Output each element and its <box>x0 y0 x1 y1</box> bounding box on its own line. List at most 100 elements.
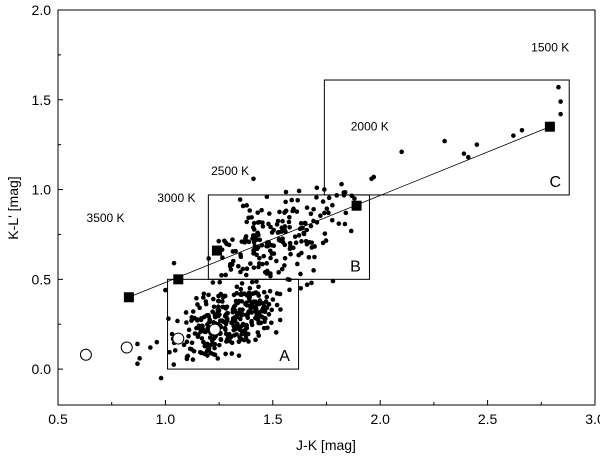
data-point <box>239 299 245 304</box>
data-point <box>311 268 316 273</box>
data-point <box>238 313 244 318</box>
data-point <box>264 194 270 200</box>
data-point <box>243 236 248 241</box>
data-point <box>137 356 142 361</box>
data-point <box>181 342 187 348</box>
data-point <box>299 239 304 244</box>
data-point <box>232 307 237 313</box>
region-label: C <box>549 174 561 191</box>
data-point <box>269 230 275 235</box>
data-point <box>219 272 224 278</box>
data-point <box>302 220 308 226</box>
data-point <box>268 255 273 261</box>
data-point <box>283 199 288 205</box>
data-point <box>289 197 295 203</box>
data-point <box>234 284 240 290</box>
points-layer <box>135 84 563 381</box>
data-point <box>339 181 344 187</box>
data-point <box>194 295 199 301</box>
data-point <box>300 225 305 231</box>
x-tick-label: 0.5 <box>48 411 68 427</box>
temperature-square <box>351 200 362 211</box>
data-point <box>465 154 471 160</box>
data-point <box>251 176 256 182</box>
data-point <box>184 320 189 325</box>
data-point <box>201 291 207 297</box>
data-point <box>154 339 160 345</box>
x-axis: 0.5 1.0 1.5 2.0 2.5 3.0 <box>48 400 600 427</box>
data-point <box>264 261 270 266</box>
data-point <box>251 299 256 304</box>
data-point <box>251 265 257 270</box>
data-point <box>211 296 216 302</box>
data-point <box>200 328 205 333</box>
data-point <box>267 211 272 216</box>
data-point <box>282 255 288 261</box>
temperature-annotation: 3000 K <box>157 191 195 205</box>
data-point <box>190 309 196 314</box>
data-point <box>282 263 287 268</box>
data-point <box>267 288 273 294</box>
data-point <box>286 219 292 225</box>
data-point <box>326 210 331 216</box>
data-point <box>261 253 267 259</box>
x-tick-label: 1.0 <box>156 411 176 427</box>
data-point <box>261 325 267 331</box>
data-point <box>298 221 304 226</box>
data-point <box>558 99 563 104</box>
x-tick-label: 3.0 <box>585 411 600 427</box>
data-point <box>223 351 228 357</box>
data-point <box>206 256 211 261</box>
data-point <box>243 333 249 338</box>
annotations-layer: 1500 K 2000 K 2500 K 3000 K 3500 K <box>87 40 570 225</box>
open-circles-layer <box>79 323 221 361</box>
fit-line <box>128 126 551 298</box>
data-point <box>330 202 335 208</box>
data-point <box>186 327 192 333</box>
data-point <box>442 138 447 144</box>
data-point <box>253 306 259 312</box>
data-point <box>282 242 288 248</box>
data-point <box>244 266 250 272</box>
data-point <box>246 290 252 296</box>
data-point <box>276 270 281 275</box>
data-point <box>233 298 239 304</box>
data-point <box>256 284 261 290</box>
data-point <box>217 279 223 285</box>
data-point <box>251 220 257 226</box>
data-point <box>248 261 253 266</box>
data-point <box>229 340 235 346</box>
data-point <box>276 236 282 242</box>
region-label: B <box>350 258 361 275</box>
data-point <box>280 236 285 242</box>
data-point <box>135 341 140 347</box>
data-point <box>230 237 235 242</box>
data-point <box>287 246 293 252</box>
data-point <box>247 285 253 291</box>
data-point <box>255 220 261 225</box>
data-point <box>322 231 328 236</box>
data-point <box>250 225 256 230</box>
data-point <box>277 317 283 323</box>
open-circle-point <box>79 348 92 361</box>
data-point <box>304 205 310 210</box>
data-point <box>247 208 253 213</box>
data-point <box>221 319 226 325</box>
data-point <box>240 321 246 327</box>
data-point <box>293 240 299 245</box>
data-point <box>234 290 239 296</box>
data-point <box>256 264 261 270</box>
data-point <box>212 341 218 347</box>
data-point <box>257 255 262 261</box>
data-point <box>231 333 237 338</box>
data-point <box>192 331 198 336</box>
data-point <box>246 310 251 315</box>
data-point <box>244 302 249 308</box>
data-point <box>259 242 265 248</box>
temperature-square <box>544 121 555 132</box>
data-point <box>263 316 268 321</box>
data-point <box>239 281 245 286</box>
data-point <box>287 214 292 220</box>
data-point <box>228 261 233 267</box>
data-point <box>269 307 275 313</box>
